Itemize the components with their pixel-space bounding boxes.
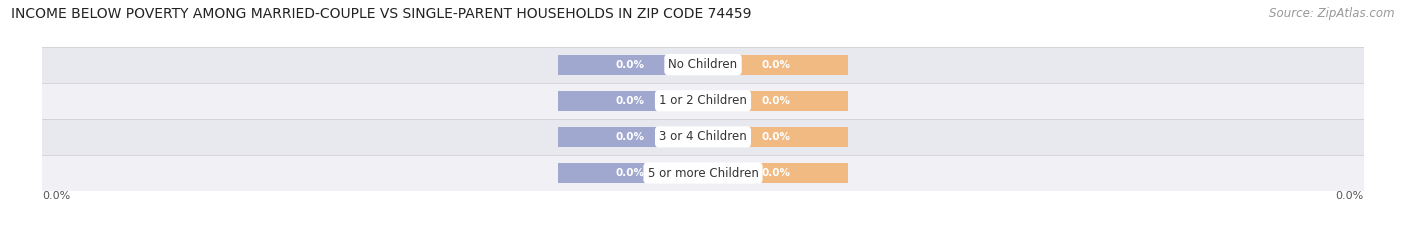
Text: 1 or 2 Children: 1 or 2 Children — [659, 94, 747, 107]
Bar — [42, 83, 1364, 119]
Bar — [703, 127, 848, 147]
Bar — [558, 91, 703, 111]
Text: 0.0%: 0.0% — [42, 191, 70, 201]
Bar — [558, 127, 703, 147]
Text: 0.0%: 0.0% — [616, 168, 645, 178]
Bar — [42, 119, 1364, 155]
Text: 0.0%: 0.0% — [761, 132, 790, 142]
Bar — [703, 163, 848, 183]
Text: 0.0%: 0.0% — [616, 96, 645, 106]
Text: 0.0%: 0.0% — [616, 60, 645, 70]
Text: 0.0%: 0.0% — [761, 168, 790, 178]
Bar — [703, 91, 848, 111]
Bar — [42, 47, 1364, 83]
Bar — [558, 163, 703, 183]
Text: 0.0%: 0.0% — [761, 60, 790, 70]
Text: Source: ZipAtlas.com: Source: ZipAtlas.com — [1270, 7, 1395, 20]
Text: 3 or 4 Children: 3 or 4 Children — [659, 130, 747, 143]
Text: No Children: No Children — [668, 58, 738, 71]
Bar — [558, 55, 703, 75]
Bar — [703, 55, 848, 75]
Bar — [42, 155, 1364, 191]
Text: 0.0%: 0.0% — [1336, 191, 1364, 201]
Text: 0.0%: 0.0% — [616, 132, 645, 142]
Text: 5 or more Children: 5 or more Children — [648, 167, 758, 179]
Text: 0.0%: 0.0% — [761, 96, 790, 106]
Text: INCOME BELOW POVERTY AMONG MARRIED-COUPLE VS SINGLE-PARENT HOUSEHOLDS IN ZIP COD: INCOME BELOW POVERTY AMONG MARRIED-COUPL… — [11, 7, 752, 21]
